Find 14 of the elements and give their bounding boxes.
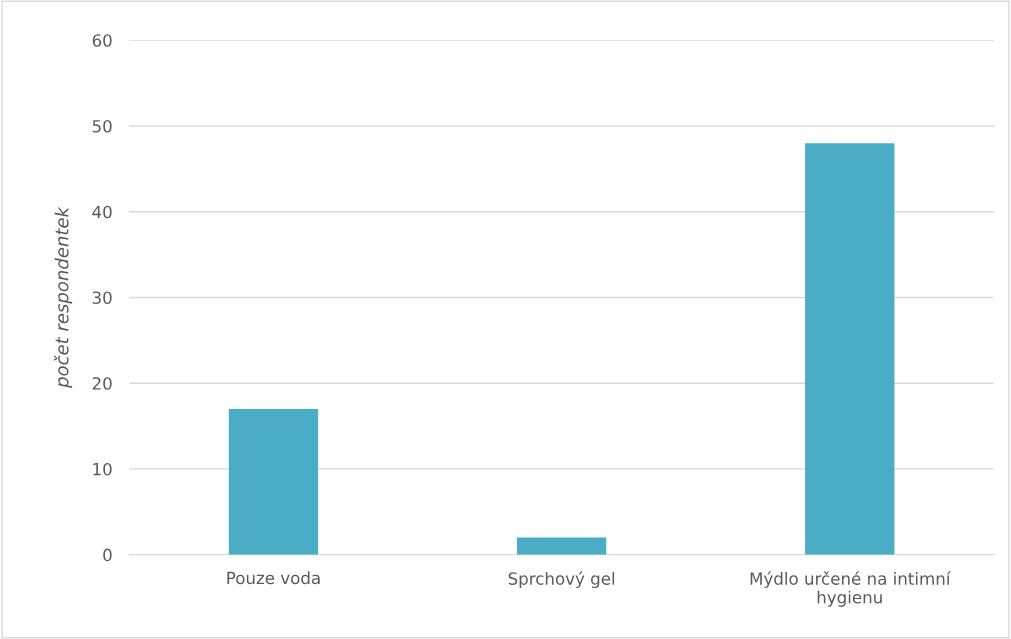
y-tick-label: 40	[92, 205, 112, 219]
y-axis-title: počet respondentek	[53, 206, 73, 388]
y-tick-label: 20	[92, 377, 112, 390]
y-tick-label: 60	[92, 34, 112, 47]
bar	[516, 537, 607, 555]
y-tick-label: 0	[103, 548, 112, 562]
y-tick-label: 10	[93, 462, 112, 476]
bar	[805, 143, 895, 555]
x-tick-label: Mýdlo určené na intimní hygienu	[750, 571, 951, 607]
y-tick-label: 30	[92, 291, 112, 305]
y-tick-label: 50	[92, 119, 112, 133]
x-tick-label: Sprchový gel	[508, 571, 615, 589]
x-tick-label: Pouze voda	[227, 571, 320, 585]
bar	[228, 408, 319, 555]
